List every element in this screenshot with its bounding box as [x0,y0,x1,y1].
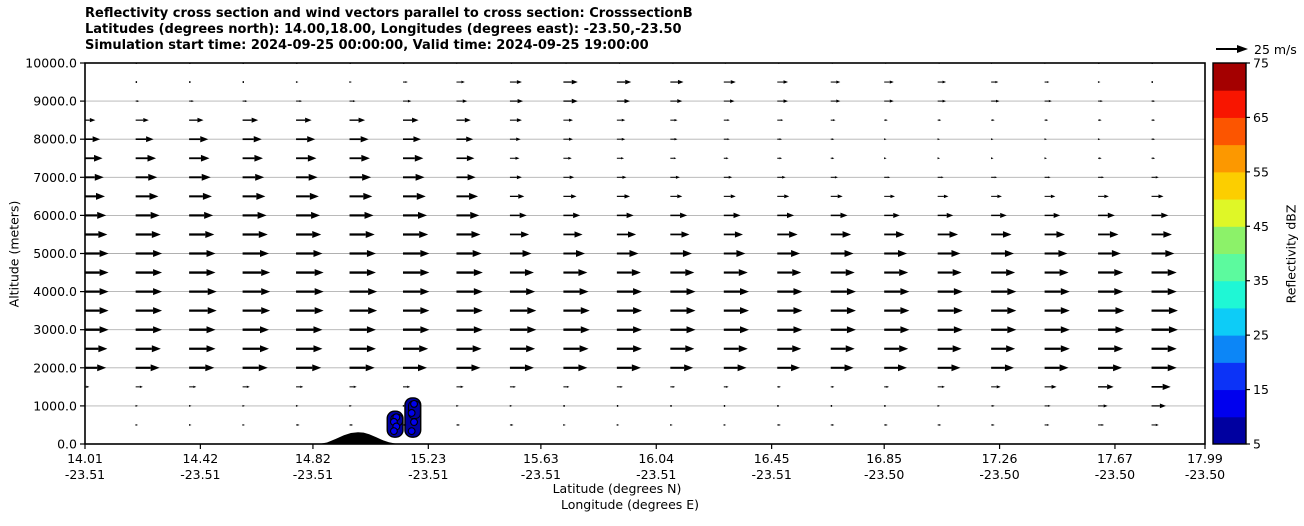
chart-title-block: Reflectivity cross section and wind vect… [85,6,693,54]
x-tick-label-lon: -23.51 [65,467,105,482]
title-line-1: Reflectivity cross section and wind vect… [85,6,693,21]
x-tick-label-lat: 15.23 [410,451,446,466]
y-tick-label: 7000.0 [33,170,77,185]
x-tick-label-lon: -23.51 [751,467,791,482]
x-tick-label-lon: -23.50 [864,467,904,482]
x-tick-label-lon: -23.51 [636,467,676,482]
x-tick-label-lon: -23.50 [1185,467,1225,482]
title-line-3: Simulation start time: 2024-09-25 00:00:… [85,38,649,53]
y-axis-ticks: 0.0 1000.0 2000.0 3000.0 4000.0 5000.0 6000.0 7… [25,56,85,452]
y-tick-label: 1000.0 [33,398,77,413]
y-tick-label: 3000.0 [33,322,77,337]
colorbar-tick-label: 25 [1253,328,1269,343]
colorbar-tick-label: 75 [1253,56,1269,71]
reference-arrow [1216,45,1248,53]
x-tick-label-lat: 16.45 [754,451,790,466]
wind-vectors-layer [85,63,1178,427]
colorbar-tick-label: 45 [1253,219,1269,234]
colorbar-tick-label: 65 [1253,110,1269,125]
reflectivity-cells [386,397,422,438]
x-tick-label-lat: 14.42 [182,451,218,466]
x-tick-label-lon: -23.51 [293,467,333,482]
colorbar-label: Reflectivity dBZ [1283,204,1299,304]
x-tick-label-lat: 16.04 [638,451,674,466]
colorbar-tick-label: 5 [1253,437,1261,452]
x-tick-label-lat: 15.63 [523,451,559,466]
y-axis-label: Altitude (meters) [6,200,22,308]
x-tick-label-lat: 17.99 [1187,451,1223,466]
x-axis-label-latitude: Latitude (degrees N) [552,481,682,496]
x-tick-label-lon: -23.51 [408,467,448,482]
x-axis-label-block: Latitude (degrees N) Longitude (degrees … [548,481,699,513]
colorbar-tick-label: 15 [1253,382,1269,397]
x-axis-ticks: 14.01-23.5114.42-23.5114.82-23.5115.23-2… [65,444,1225,482]
x-tick-label-lon: -23.51 [180,467,220,482]
y-tick-label: 2000.0 [33,360,77,375]
x-tick-label-lon: -23.51 [521,467,561,482]
x-axis-label-longitude: Longitude (degrees E) [560,497,700,512]
terrain-profile [318,432,401,444]
x-tick-label-lon: -23.50 [979,467,1019,482]
gridlines [85,100,1205,407]
x-tick-label-lat: 16.85 [866,451,902,466]
y-tick-label: 6000.0 [33,208,77,223]
y-tick-label: 9000.0 [33,94,77,109]
x-tick-label-lat: 14.01 [67,451,103,466]
colorbar-tick-label: 35 [1253,273,1269,288]
colorbar [1212,62,1247,445]
y-tick-label: 5000.0 [33,246,77,261]
x-tick-label-lat: 17.26 [982,451,1018,466]
y-tick-label: 8000.0 [33,132,77,147]
plot-content [85,63,1178,444]
y-tick-label: 0.0 [57,437,77,452]
reference-arrow-label: 25 m/s [1254,42,1297,57]
x-tick-label-lon: -23.50 [1095,467,1135,482]
x-tick-label-lat: 17.67 [1097,451,1133,466]
y-tick-label: 4000.0 [33,284,77,299]
colorbar-ticks: 5 15 25 35 45 55 65 75 [1246,56,1269,452]
title-line-2: Latitudes (degrees north): 14.00,18.00, … [85,22,682,37]
x-tick-label-lat: 14.82 [295,451,331,466]
colorbar-tick-label: 55 [1253,164,1269,179]
y-tick-label: 10000.0 [25,56,77,71]
